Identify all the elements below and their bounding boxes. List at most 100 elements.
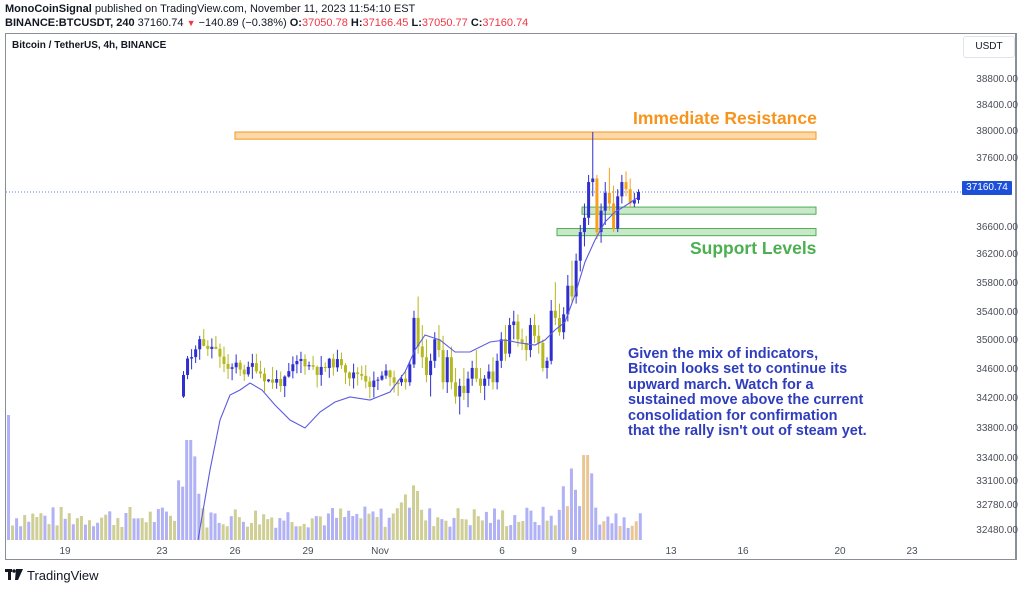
tradingview-icon [5, 568, 23, 583]
volume-bar [614, 513, 618, 540]
volume-bar [294, 526, 298, 540]
symbol-label: BINANCE:BTCUSDT, 240 [5, 17, 135, 29]
volume-bar [509, 525, 513, 540]
price-tick-label: 32780.00 [976, 500, 1018, 511]
volume-bar [318, 516, 322, 540]
volume-bar [598, 524, 602, 540]
price-tick-label: 35000.00 [976, 335, 1018, 346]
time-tick-label: Nov [371, 546, 389, 557]
volume-bar [326, 513, 330, 540]
volume-bar [322, 525, 326, 540]
candle-body [474, 367, 478, 379]
author-name[interactable]: MonoCoinSignal [5, 3, 92, 15]
candle-body [537, 335, 541, 343]
volume-bar [395, 508, 399, 540]
last-price-tag: 37160.74 [962, 181, 1012, 195]
close-value: 37160.74 [482, 17, 529, 29]
moving-average-line [197, 197, 638, 541]
candle-body [303, 358, 307, 367]
volume-bar [39, 513, 43, 540]
candle-body [607, 192, 611, 204]
currency-button[interactable]: USDT [963, 36, 1015, 58]
candle-body [352, 372, 356, 379]
price-tick-label: 33100.00 [976, 476, 1018, 487]
candle-body [295, 361, 299, 365]
volume-bar [23, 515, 27, 540]
candle-body [578, 232, 582, 261]
volume-bar [71, 524, 75, 540]
volume-bar [266, 519, 270, 540]
price-tick-label: 33800.00 [976, 423, 1018, 434]
volume-bar [229, 516, 233, 540]
candle-body [483, 378, 487, 386]
candle-body [570, 285, 574, 297]
candle-body [533, 325, 537, 336]
volume-bar [432, 526, 436, 540]
tradingview-logo[interactable]: TradingView [5, 568, 99, 583]
candle-body [454, 382, 458, 397]
candle-body [327, 358, 331, 369]
volume-bar [27, 521, 31, 540]
candle-body [186, 358, 190, 375]
candle-body [574, 260, 578, 297]
volume-bar [387, 517, 391, 540]
volume-bar [282, 520, 286, 540]
volume-bar [638, 513, 642, 540]
volume-bar [428, 508, 432, 540]
volume-bar [148, 511, 152, 540]
candle-body [491, 371, 495, 383]
candle-body [267, 379, 271, 382]
ohlc-legend: BINANCE:BTCUSDT, 240 37160.74 ▼ −140.89 … [5, 17, 529, 29]
candle-body [524, 342, 528, 351]
volume-bar [302, 523, 306, 540]
candle-body [591, 178, 595, 183]
candle-body [541, 342, 545, 368]
volume-bar [177, 480, 181, 540]
volume-bar [493, 508, 496, 540]
candle-body [299, 358, 303, 362]
price-tick-label: 34600.00 [976, 364, 1018, 375]
price-tick-label: 35800.00 [976, 278, 1018, 289]
volume-bar [606, 516, 610, 540]
volume-bar [407, 507, 411, 540]
volume-bar [15, 518, 19, 540]
volume-bar [262, 514, 266, 540]
volume-bar [197, 493, 201, 540]
candle-body [508, 325, 512, 354]
time-tick-label: 13 [665, 546, 677, 557]
volume-bar [47, 524, 51, 540]
volume-bar [51, 507, 55, 540]
volume-bar [43, 515, 47, 540]
volume-bar [59, 506, 63, 540]
volume-bar [233, 509, 237, 540]
volume-bar [290, 522, 294, 540]
volume-bar [391, 513, 395, 540]
volume-bar [173, 520, 177, 540]
volume-bar [217, 522, 221, 540]
candle-body [549, 310, 553, 361]
volume-bar [403, 494, 407, 540]
volume-bar [181, 486, 185, 540]
volume-bar [367, 513, 371, 540]
chart-frame[interactable] [5, 33, 1017, 560]
candle-body [582, 217, 586, 233]
candle-body [396, 382, 400, 385]
volume-bar [237, 517, 241, 540]
candle-body [198, 339, 202, 350]
volume-bar [128, 506, 132, 540]
candle-body [242, 369, 246, 375]
volume-bar [140, 518, 144, 540]
volume-bar [618, 525, 622, 540]
low-value: 37050.77 [421, 17, 468, 29]
volume-bar [160, 507, 164, 540]
time-tick-label: 19 [59, 546, 71, 557]
volume-bar [79, 515, 83, 540]
candle-body [356, 372, 360, 375]
publish-info: MonoCoinSignal published on TradingView.… [5, 3, 415, 15]
volume-bar [460, 519, 464, 540]
volume-bar [83, 524, 87, 540]
volume-bar [201, 508, 205, 540]
volume-bar [124, 513, 128, 540]
support-zone-upper [581, 206, 817, 215]
